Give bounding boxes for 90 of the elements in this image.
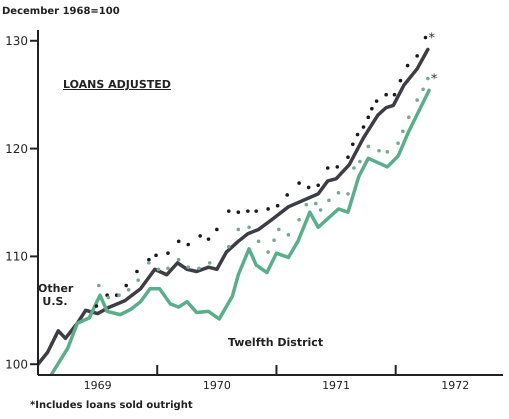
point <box>396 141 400 146</box>
point <box>272 238 276 242</box>
y-tick-label: 110 <box>5 250 28 264</box>
x-tick-label: 1971 <box>322 379 350 392</box>
point <box>247 225 251 230</box>
point <box>117 293 121 298</box>
point <box>421 87 425 92</box>
point <box>236 228 240 232</box>
point <box>166 266 170 270</box>
point <box>356 132 360 136</box>
point <box>147 261 151 265</box>
point <box>318 208 322 212</box>
y-tick-label: 120 <box>5 142 28 156</box>
point <box>362 125 366 129</box>
x-tick-label: 1970 <box>202 379 231 392</box>
point <box>314 202 318 206</box>
point <box>97 284 101 288</box>
point <box>186 265 190 269</box>
point <box>277 228 281 232</box>
point <box>374 99 378 103</box>
point <box>176 258 180 262</box>
point <box>254 209 258 213</box>
point <box>94 304 98 308</box>
point <box>401 130 405 134</box>
point <box>304 202 308 206</box>
point <box>147 258 151 262</box>
point <box>426 76 430 80</box>
point <box>166 251 170 255</box>
annotation: * <box>428 31 436 46</box>
point <box>136 278 140 282</box>
point <box>176 240 180 244</box>
point <box>206 237 210 241</box>
point <box>326 166 330 170</box>
point <box>236 210 240 214</box>
point <box>124 284 128 288</box>
point <box>154 254 158 258</box>
point <box>226 209 231 213</box>
point <box>358 160 362 164</box>
point <box>406 64 410 68</box>
y-tick-label: 130 <box>5 34 28 48</box>
text: LOANS ADJUSTED <box>63 78 171 91</box>
point <box>384 92 388 96</box>
y-tick-label: 100 <box>5 357 28 372</box>
point <box>135 270 139 274</box>
point <box>350 142 355 146</box>
point <box>246 209 250 213</box>
series-label: Twelfth District <box>228 336 324 349</box>
point <box>398 78 402 82</box>
point <box>297 181 301 185</box>
x-tick-label: 1969 <box>84 379 112 392</box>
point <box>346 155 350 160</box>
point <box>256 240 260 244</box>
point <box>407 116 411 120</box>
point <box>327 198 331 202</box>
point <box>156 268 160 272</box>
point <box>352 166 356 170</box>
point <box>297 218 301 222</box>
line-series <box>38 48 430 366</box>
point <box>335 165 340 169</box>
point <box>316 183 320 188</box>
point <box>186 242 190 246</box>
point <box>266 207 270 211</box>
point <box>336 190 340 195</box>
series-label: Other U.S. <box>38 282 74 308</box>
point <box>386 150 390 154</box>
annotation: * <box>430 72 438 88</box>
point <box>366 144 370 148</box>
point <box>215 228 219 232</box>
point <box>126 288 130 292</box>
point <box>306 186 310 190</box>
x-tick-label: 1972 <box>441 379 470 392</box>
point <box>415 98 419 102</box>
point <box>208 261 212 265</box>
point <box>226 244 231 249</box>
point <box>286 233 290 237</box>
point <box>392 92 396 96</box>
y-axis-title: December 1968=100 <box>2 6 120 17</box>
point <box>266 250 270 254</box>
text: *Includes loans sold outright <box>30 400 193 411</box>
point <box>197 266 201 270</box>
point <box>377 148 381 153</box>
point <box>424 36 428 40</box>
point <box>366 116 370 120</box>
point <box>276 204 280 208</box>
point <box>370 106 374 111</box>
point <box>285 193 289 197</box>
point <box>198 234 202 238</box>
point <box>415 54 419 58</box>
point <box>106 296 110 300</box>
point <box>346 192 350 196</box>
